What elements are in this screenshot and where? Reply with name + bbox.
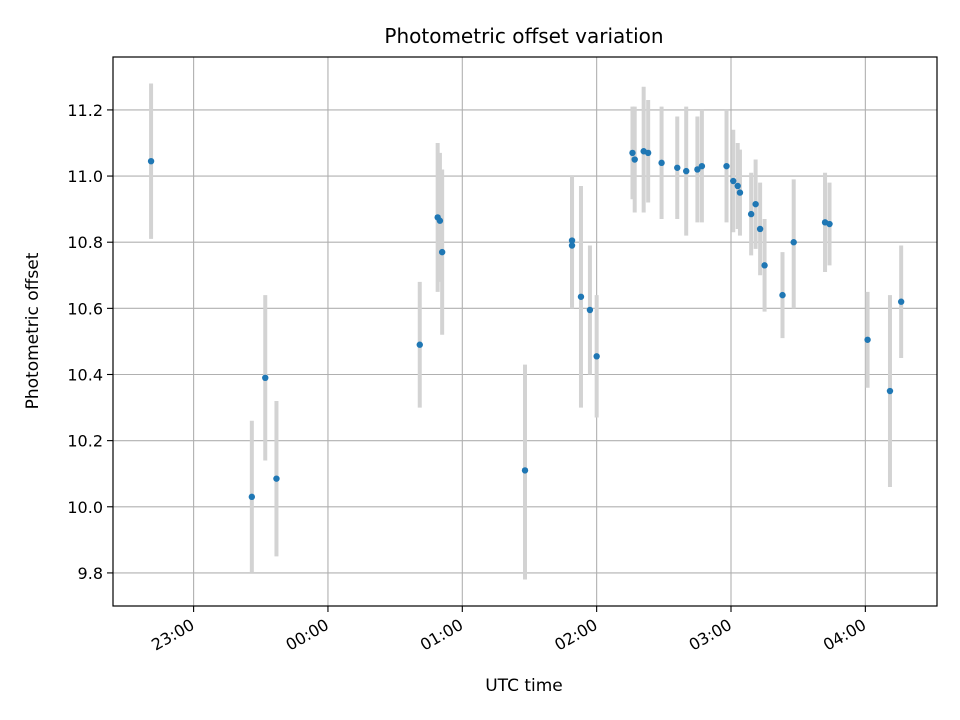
data-point: [779, 291, 786, 299]
data-point: [730, 177, 737, 185]
data-points: [147, 148, 905, 501]
data-point: [886, 387, 894, 395]
y-axis-ticks: 9.8 10.0 10.2 10.4 10.6 10.8 11.0 11.2: [67, 101, 113, 583]
data-point: [658, 159, 665, 167]
data-point: [747, 210, 755, 218]
data-point: [683, 167, 690, 175]
y-axis-label: Photometric offset: [23, 252, 43, 409]
x-axis-label: UTC time: [485, 676, 563, 696]
data-point: [436, 217, 444, 224]
data-point: [438, 248, 446, 256]
data-point: [723, 162, 730, 170]
data-point: [521, 467, 529, 474]
data-point: [694, 166, 701, 173]
y-tick-label: 11.2: [67, 101, 103, 120]
data-point: [674, 164, 681, 171]
data-point: [273, 475, 280, 482]
data-point: [790, 239, 797, 246]
data-point: [262, 374, 269, 382]
data-point: [568, 237, 576, 244]
data-point: [629, 149, 636, 157]
data-point: [752, 200, 759, 208]
y-tick-label: 10.0: [67, 498, 103, 517]
y-tick-label: 11.0: [67, 167, 103, 186]
data-point: [568, 242, 576, 249]
y-tick-label: 9.8: [78, 564, 103, 583]
y-tick-label: 10.8: [67, 233, 103, 252]
data-point: [586, 306, 594, 314]
data-point: [826, 220, 833, 228]
data-point: [734, 182, 741, 190]
data-point: [644, 149, 652, 157]
y-tick-label: 10.4: [67, 365, 103, 384]
data-point: [756, 225, 764, 233]
data-point: [593, 353, 600, 360]
data-point: [248, 493, 256, 501]
data-point: [761, 262, 768, 269]
plot-frame: [112, 56, 938, 607]
data-point: [147, 157, 155, 165]
y-tick-label: 10.6: [67, 299, 103, 318]
data-point: [864, 336, 871, 343]
data-point: [631, 156, 638, 163]
y-tick-label: 10.2: [67, 432, 103, 451]
data-point: [416, 341, 423, 348]
data-point: [897, 298, 905, 305]
chart-title: Photometric offset variation: [384, 24, 663, 48]
data-point: [736, 189, 744, 196]
data-point: [698, 162, 706, 170]
data-point: [577, 293, 585, 300]
grid-lines: [113, 57, 937, 606]
